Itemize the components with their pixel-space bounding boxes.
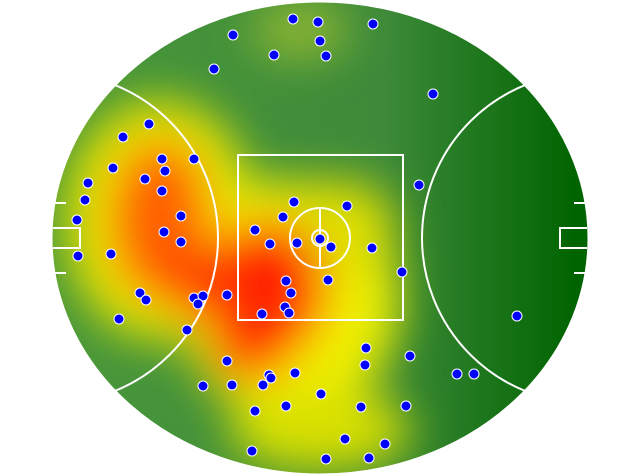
point (325, 241, 337, 253)
point (285, 287, 297, 299)
point (79, 194, 91, 206)
point (226, 379, 238, 391)
point (341, 200, 353, 212)
point (134, 287, 146, 299)
point (360, 342, 372, 354)
point (197, 380, 209, 392)
point (396, 266, 408, 278)
point (113, 313, 125, 325)
point (288, 196, 300, 208)
point (156, 185, 168, 197)
point (283, 307, 295, 319)
point (277, 211, 289, 223)
point (139, 173, 151, 185)
point (339, 433, 351, 445)
point (280, 400, 292, 412)
point (355, 401, 367, 413)
point (158, 226, 170, 238)
field-markings (51, 1, 589, 475)
point (280, 275, 292, 287)
point (117, 131, 129, 143)
point (246, 445, 258, 457)
point (413, 179, 425, 191)
point (72, 250, 84, 262)
point (511, 310, 523, 322)
point (367, 18, 379, 30)
point (289, 367, 301, 379)
point (265, 372, 277, 384)
point (320, 50, 332, 62)
point (400, 400, 412, 412)
point (314, 233, 326, 245)
point (175, 236, 187, 248)
point (181, 324, 193, 336)
point (208, 63, 220, 75)
point (227, 29, 239, 41)
point (320, 453, 332, 465)
point (256, 308, 268, 320)
point (291, 237, 303, 249)
point (221, 289, 233, 301)
point (366, 242, 378, 254)
point (312, 16, 324, 28)
point (322, 274, 334, 286)
point (197, 290, 209, 302)
point (156, 153, 168, 165)
point (359, 359, 371, 371)
point (159, 165, 171, 177)
point (268, 49, 280, 61)
point (363, 452, 375, 464)
points (71, 13, 523, 465)
point (249, 405, 261, 417)
point (71, 214, 83, 226)
point (143, 118, 155, 130)
point (249, 224, 261, 236)
point (264, 238, 276, 250)
point (105, 248, 117, 260)
point (315, 388, 327, 400)
point (287, 13, 299, 25)
point (192, 298, 204, 310)
point (379, 438, 391, 450)
point (314, 35, 326, 47)
point (221, 355, 233, 367)
point (451, 368, 463, 380)
point (427, 88, 439, 100)
point (175, 210, 187, 222)
point (404, 350, 416, 362)
point (140, 294, 152, 306)
point (257, 379, 269, 391)
point (188, 153, 200, 165)
point (82, 177, 94, 189)
point (468, 368, 480, 380)
point (107, 162, 119, 174)
